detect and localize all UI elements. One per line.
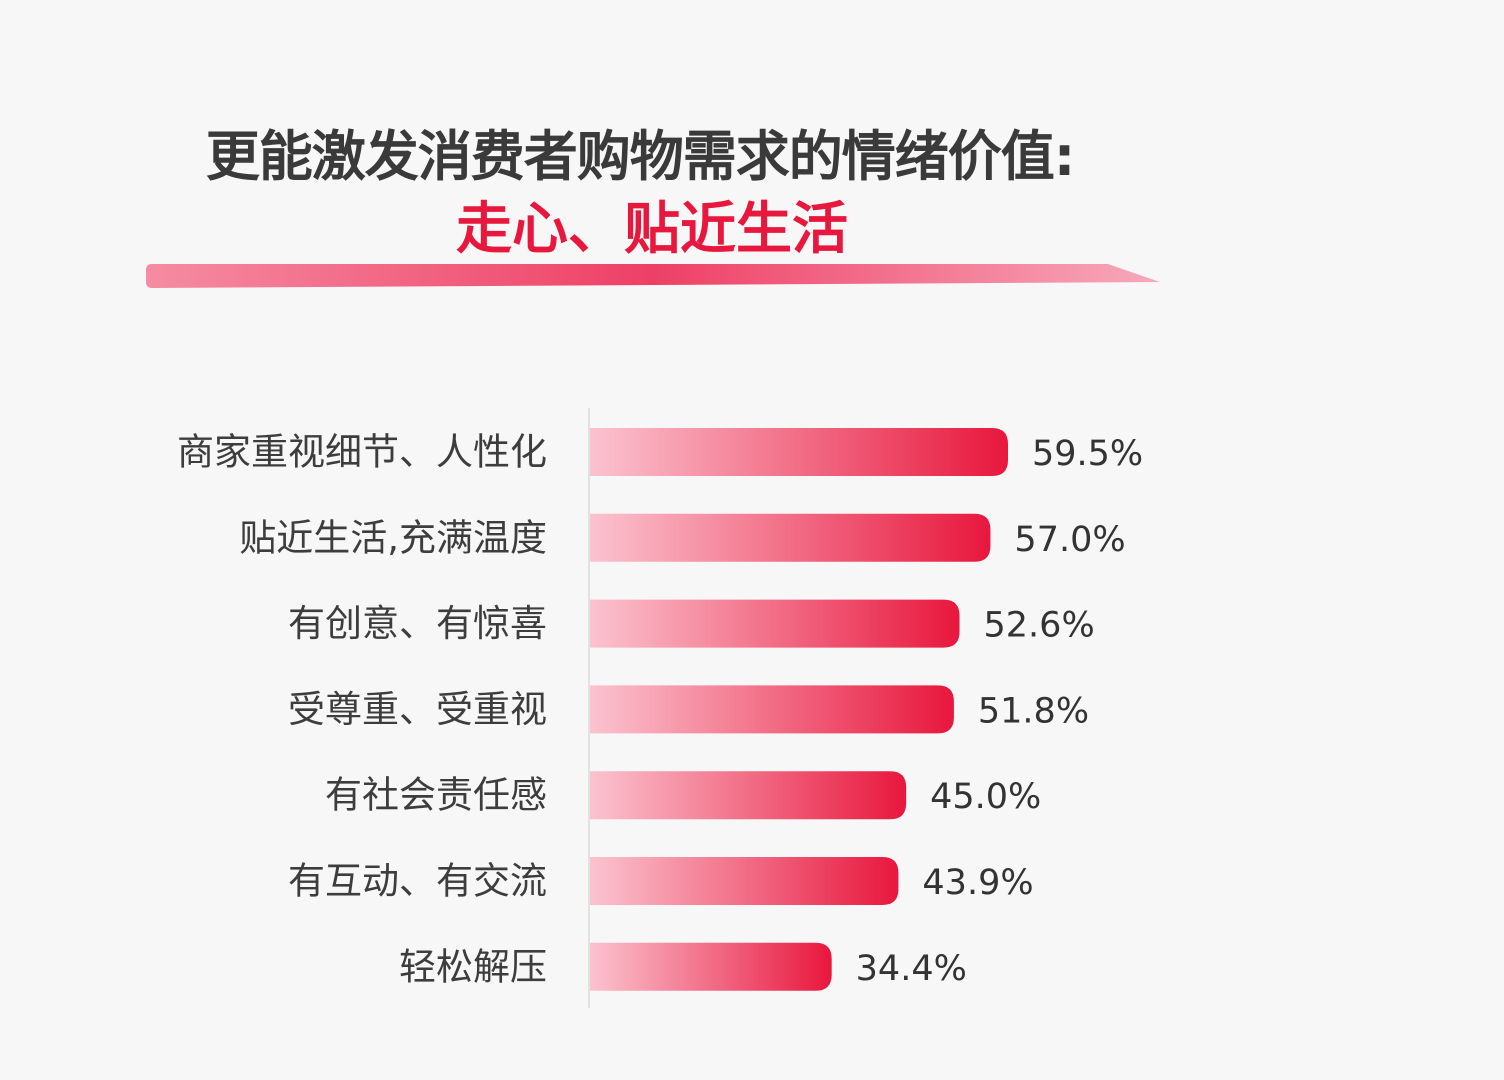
category-label: 商家重视细节、人性化 <box>177 431 547 474</box>
bar <box>590 942 832 991</box>
value-label: 43.9% <box>922 863 1033 903</box>
title-underline <box>146 264 1160 288</box>
value-label: 45.0% <box>930 777 1041 817</box>
value-label: 57.0% <box>1014 520 1125 560</box>
bar <box>590 771 907 820</box>
bar <box>590 513 991 562</box>
category-label: 贴近生活,充满温度 <box>239 516 547 559</box>
value-label: 51.8% <box>978 691 1089 731</box>
bar <box>590 599 960 648</box>
category-label: 有社会责任感 <box>325 774 547 817</box>
value-label: 52.6% <box>984 606 1095 646</box>
bar <box>590 685 954 734</box>
category-label: 轻松解压 <box>399 945 547 988</box>
bar <box>590 428 1008 476</box>
category-label: 有互动、有交流 <box>288 860 547 903</box>
value-label: 34.4% <box>856 949 967 989</box>
bar <box>590 857 899 905</box>
category-label: 受尊重、受重视 <box>288 688 547 731</box>
category-label: 有创意、有惊喜 <box>288 602 547 645</box>
value-label: 59.5% <box>1032 434 1143 474</box>
chart-subtitle: 走心、贴近生活 <box>456 197 848 262</box>
chart-title: 更能激发消费者购物需求的情绪价值: <box>205 125 1076 188</box>
